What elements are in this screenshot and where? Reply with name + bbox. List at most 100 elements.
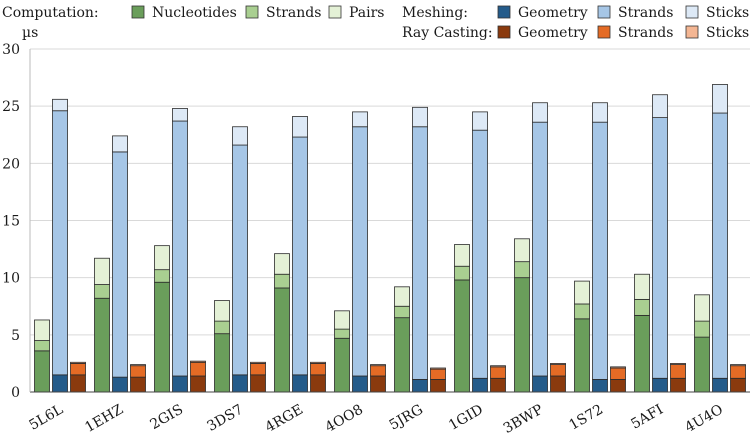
y-tick-label: 30 — [2, 42, 20, 58]
legend-swatch-nucleotides — [131, 5, 145, 19]
legend-label-meshing-sticks: Sticks — [706, 5, 749, 21]
bar-computation-strands-4u4o — [694, 320, 710, 338]
bar-computation-nucleotides-1ehz — [94, 297, 110, 393]
x-tick-label: 5JRG — [387, 402, 426, 434]
bar-meshing-geometry-2gis — [172, 375, 188, 393]
bar-computation-nucleotides-4u4o — [694, 336, 710, 393]
bar-computation-pairs-1gid — [454, 244, 470, 267]
bar-meshing-geometry-5l6l — [52, 374, 68, 393]
bar-raycasting-geometry-2gis — [190, 375, 206, 393]
bar-computation-nucleotides-1gid — [454, 279, 470, 393]
bar-meshing-sticks-5l6l — [52, 98, 68, 112]
bar-computation-strands-4oo8 — [334, 328, 350, 339]
bar-meshing-sticks-1ehz — [112, 135, 128, 153]
y-axis-unit: µs — [22, 25, 38, 41]
bar-computation-pairs-4oo8 — [334, 310, 350, 330]
x-tick-label: 4OO8 — [323, 402, 366, 436]
bar-meshing-geometry-1gid — [472, 377, 488, 393]
bar-raycasting-strands-1gid — [490, 366, 506, 379]
bar-meshing-strands-1gid — [472, 129, 488, 379]
y-tick-label: 15 — [2, 214, 20, 230]
x-tick-label: 1S72 — [567, 402, 606, 434]
bar-meshing-sticks-4rge — [292, 116, 308, 138]
legend-label-meshing-strands: Strands — [618, 5, 673, 21]
bar-meshing-sticks-1s72 — [592, 102, 608, 123]
bar-raycasting-sticks-2gis — [190, 360, 206, 363]
bar-raycasting-strands-2gis — [190, 361, 206, 377]
bar-meshing-strands-3ds7 — [232, 144, 248, 376]
bar-raycasting-strands-3bwp — [550, 364, 566, 377]
bar-raycasting-strands-1ehz — [130, 365, 146, 378]
bar-computation-pairs-1s72 — [574, 280, 590, 305]
bar-raycasting-strands-4rge — [310, 363, 326, 376]
bar-computation-nucleotides-3ds7 — [214, 333, 230, 393]
bar-computation-nucleotides-4rge — [274, 287, 290, 393]
bar-meshing-strands-5afi — [652, 117, 668, 379]
bar-meshing-sticks-4oo8 — [352, 111, 368, 128]
bar-raycasting-sticks-3bwp — [550, 363, 566, 365]
bar-meshing-geometry-4oo8 — [352, 375, 368, 393]
bar-computation-strands-3bwp — [514, 261, 530, 279]
bar-meshing-sticks-2gis — [172, 108, 188, 122]
bar-raycasting-sticks-5jrg — [430, 367, 446, 370]
bar-meshing-geometry-3bwp — [532, 375, 548, 393]
legend-swatch-meshing-geometry — [497, 5, 511, 19]
bar-computation-nucleotides-3bwp — [514, 277, 530, 393]
bar-raycasting-sticks-4oo8 — [370, 364, 386, 367]
bar-meshing-strands-5jrg — [412, 126, 428, 380]
bar-meshing-geometry-4rge — [292, 374, 308, 393]
bar-computation-pairs-1ehz — [94, 257, 110, 285]
bar-meshing-strands-5l6l — [52, 110, 68, 376]
legend-swatch-pairs — [328, 5, 342, 19]
legend-swatch-computation-strands — [245, 5, 259, 19]
bar-raycasting-geometry-1gid — [490, 377, 506, 393]
legend-label-raycasting-sticks: Sticks — [706, 25, 749, 41]
bar-computation-strands-1ehz — [94, 284, 110, 299]
x-tick-label: 4U4O — [682, 402, 726, 436]
bar-raycasting-strands-5afi — [670, 364, 686, 379]
bar-meshing-strands-1ehz — [112, 151, 128, 378]
bar-meshing-geometry-5jrg — [412, 379, 428, 393]
x-tick-label: 1EHZ — [82, 401, 126, 436]
bar-meshing-sticks-5jrg — [412, 106, 428, 128]
bar-computation-pairs-3bwp — [514, 238, 530, 263]
bar-meshing-geometry-1ehz — [112, 376, 128, 393]
bar-meshing-sticks-1gid — [472, 111, 488, 131]
bar-raycasting-sticks-5l6l — [70, 361, 86, 364]
legend-computation-label: Computation: — [2, 5, 99, 21]
bar-raycasting-geometry-3ds7 — [250, 374, 266, 393]
x-axis-labels: 5L6L 1EHZ 2GIS 3DS7 4RGE 4OO8 5JRG 1GID 3BWP 1S72… — [26, 401, 726, 436]
bar-computation-pairs-3ds7 — [214, 300, 230, 322]
bar-raycasting-strands-5jrg — [430, 368, 446, 380]
x-tick-label: 1GID — [446, 402, 486, 434]
legend-label-raycasting-strands: Strands — [618, 25, 673, 41]
bar-raycasting-geometry-1ehz — [130, 376, 146, 393]
bar-computation-strands-5l6l — [34, 340, 50, 352]
bar-raycasting-strands-5l6l — [70, 363, 86, 376]
bar-raycasting-sticks-1ehz — [130, 364, 146, 367]
bar-meshing-geometry-3ds7 — [232, 374, 248, 393]
y-tick-label: 5 — [11, 328, 20, 344]
bar-raycasting-strands-1s72 — [610, 367, 626, 380]
bar-raycasting-geometry-4rge — [310, 374, 326, 393]
legend-swatch-meshing-strands — [597, 5, 611, 19]
bar-computation-strands-5jrg — [394, 305, 410, 319]
bar-raycasting-sticks-1gid — [490, 365, 506, 368]
bar-raycasting-strands-3ds7 — [250, 363, 266, 376]
bar-computation-pairs-5afi — [634, 273, 650, 300]
legend-swatch-raycasting-sticks — [685, 25, 699, 39]
y-tick-label: 0 — [11, 385, 20, 401]
y-axis-ticks: 0 5 10 15 20 25 30 — [2, 42, 20, 401]
bar-meshing-strands-4rge — [292, 136, 308, 376]
bar-meshing-geometry-4u4o — [712, 377, 728, 393]
x-tick-label: 5L6L — [26, 402, 66, 434]
x-tick-label: 2GIS — [147, 402, 186, 433]
legend-swatch-raycasting-geometry — [497, 25, 511, 39]
bar-meshing-sticks-3bwp — [532, 102, 548, 123]
bar-raycasting-geometry-4oo8 — [370, 375, 386, 393]
y-tick-label: 10 — [2, 271, 20, 287]
bar-computation-nucleotides-4oo8 — [334, 337, 350, 393]
bar-raycasting-strands-4u4o — [730, 365, 746, 379]
legend-label-meshing-geometry: Geometry — [518, 5, 588, 21]
